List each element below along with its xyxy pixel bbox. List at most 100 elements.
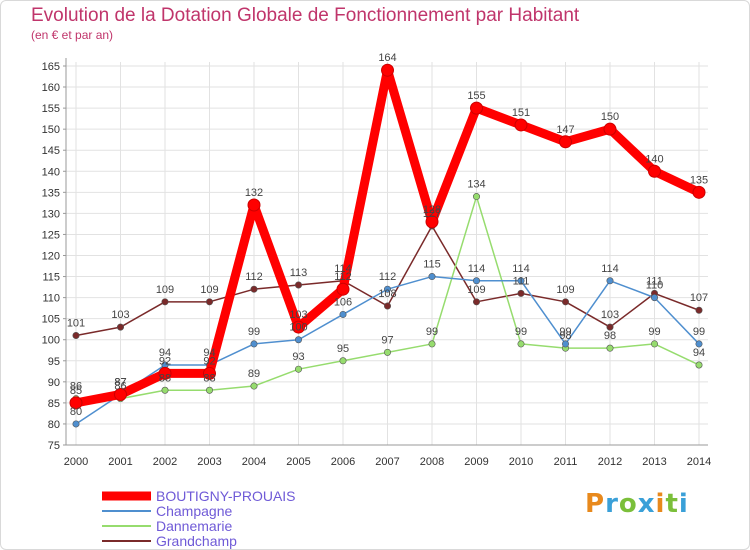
- point-dannemarie-2004: [250, 382, 258, 390]
- x-tick-2006: 2006: [331, 456, 355, 468]
- label-champagne-2003: 94: [203, 347, 215, 359]
- y-tick-105: 105: [42, 314, 60, 326]
- point-boutigny-prouais-2013: [648, 164, 661, 178]
- point-boutigny-prouais-2009: [470, 101, 483, 115]
- point-boutigny-prouais-2012: [603, 122, 617, 136]
- chart-title: Evolution de la Dotation Globale de Fonc…: [31, 5, 580, 26]
- label-dannemarie-2003: 88: [203, 372, 215, 384]
- point-champagne-2007: [383, 285, 391, 293]
- point-champagne-2005: [294, 336, 302, 344]
- label-champagne-2011: 99: [559, 326, 571, 338]
- logo-letter: x: [637, 489, 656, 519]
- label-grandchamp-2012: 103: [601, 309, 619, 321]
- point-boutigny-prouais-2007: [381, 63, 394, 77]
- label-boutigny-prouais-2014: 135: [690, 174, 708, 186]
- point-boutigny-prouais-2002: [158, 366, 172, 380]
- point-boutigny-prouais-2005: [292, 320, 305, 334]
- point-champagne-2013: [650, 294, 658, 302]
- point-boutigny-prouais-2000: [69, 396, 83, 410]
- label-grandchamp-2010: 111: [513, 275, 530, 287]
- x-tick-labels: 2000 2001 2002 2003 2004 2005 2006 2007 2008 2009…: [64, 456, 711, 468]
- label-champagne-2012: 114: [601, 263, 619, 275]
- label-boutigny-prouais-2011: 147: [556, 124, 574, 136]
- x-tick-2005: 2005: [286, 456, 310, 468]
- point-champagne-2004: [250, 340, 258, 348]
- point-grandchamp-2010: [517, 289, 525, 297]
- point-dannemarie-2003: [206, 386, 214, 394]
- point-dannemarie-2005: [294, 365, 302, 373]
- logo-letter: i: [678, 489, 689, 519]
- label-champagne-2006: 106: [334, 296, 352, 308]
- label-dannemarie-2005: 93: [292, 351, 304, 363]
- label-dannemarie-2000: 86: [70, 381, 82, 393]
- label-grandchamp-2006: 114: [334, 263, 352, 275]
- logo-letter: r: [605, 489, 619, 519]
- label-dannemarie-2008: 99: [426, 326, 438, 338]
- x-tick-2010: 2010: [509, 456, 533, 468]
- label-boutigny-prouais-2002: 92: [159, 355, 171, 367]
- logo-letter: t: [665, 489, 679, 519]
- label-grandchamp-2011: 109: [556, 284, 574, 296]
- point-dannemarie-2007: [383, 348, 391, 356]
- y-tick-130: 130: [42, 208, 60, 220]
- point-boutigny-prouais-2011: [559, 135, 572, 149]
- label-champagne-2009: 114: [468, 263, 486, 275]
- point-boutigny-prouais-2008: [425, 215, 439, 229]
- legend-label-champagne: Champagne: [156, 503, 232, 519]
- label-dannemarie-2010: 99: [515, 326, 527, 338]
- label-grandchamp-2002: 109: [156, 284, 174, 296]
- x-tick-2000: 2000: [64, 456, 88, 468]
- legend-label-grandchamp: Grandchamp: [156, 533, 237, 549]
- logo-letter: o: [618, 489, 638, 519]
- series-lines: [69, 63, 706, 428]
- label-dannemarie-2009: 134: [467, 179, 485, 191]
- label-dannemarie-2011: 98: [559, 330, 571, 342]
- point-boutigny-prouais-2001: [114, 387, 127, 401]
- label-boutigny-prouais-2000: 85: [70, 385, 82, 397]
- label-boutigny-prouais-2009: 155: [467, 90, 485, 102]
- point-champagne-2009: [472, 277, 480, 285]
- point-champagne-2010: [517, 277, 525, 285]
- label-champagne-2005: 100: [289, 322, 307, 334]
- logo-letter: P: [585, 489, 606, 519]
- label-grandchamp-2009: 109: [467, 284, 485, 296]
- x-tick-2003: 2003: [197, 456, 221, 468]
- label-champagne-2010: 114: [512, 263, 530, 275]
- label-boutigny-prouais-2005: 103: [289, 309, 307, 321]
- proxiti-logo: Proxiti: [585, 489, 689, 519]
- point-grandchamp-2000: [72, 332, 80, 340]
- label-boutigny-prouais-2010: 151: [512, 107, 530, 119]
- label-dannemarie-2002: 88: [159, 372, 171, 384]
- label-champagne-2002: 94: [159, 347, 171, 359]
- point-dannemarie-2009: [472, 193, 480, 201]
- label-boutigny-prouais-2008: 128: [423, 204, 441, 216]
- data-labels: 85 87 92 92 132 103 112 164 128 155 151 147 150 140 13…: [67, 52, 708, 418]
- y-tick-140: 140: [42, 166, 60, 178]
- label-grandchamp-2008: 127: [423, 208, 441, 220]
- point-grandchamp-2002: [161, 298, 169, 306]
- label-grandchamp-2001: 103: [111, 309, 129, 321]
- legend-label-dannemarie: Dannemarie: [156, 518, 232, 534]
- point-grandchamp-2005: [294, 281, 302, 289]
- point-grandchamp-2012: [606, 323, 614, 331]
- label-grandchamp-2007: 108: [378, 288, 396, 300]
- x-tick-2013: 2013: [642, 456, 666, 468]
- point-boutigny-prouais-2003: [203, 366, 216, 380]
- x-tick-2002: 2002: [153, 456, 177, 468]
- label-champagne-2008: 115: [423, 259, 441, 271]
- point-grandchamp-2014: [695, 306, 703, 314]
- y-tick-120: 120: [42, 251, 60, 263]
- x-tick-2014: 2014: [687, 456, 711, 468]
- point-dannemarie-2002: [161, 386, 169, 394]
- y-tick-160: 160: [42, 82, 60, 94]
- point-grandchamp-2003: [206, 298, 214, 306]
- y-tick-80: 80: [48, 419, 60, 431]
- point-boutigny-prouais-2006: [336, 282, 350, 296]
- point-champagne-2012: [606, 277, 614, 285]
- x-tick-2004: 2004: [242, 456, 266, 468]
- point-dannemarie-2006: [339, 357, 347, 365]
- point-grandchamp-2007: [383, 302, 391, 310]
- y-tick-95: 95: [48, 356, 60, 368]
- label-dannemarie-2006: 95: [337, 343, 349, 355]
